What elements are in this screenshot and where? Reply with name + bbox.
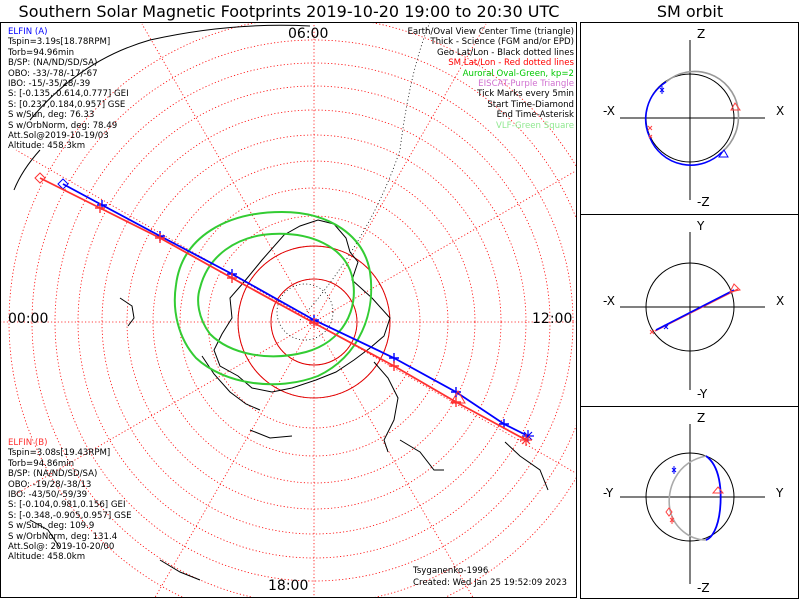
elfin-a-line: S w/Sun, deg: 76.33 xyxy=(8,110,95,121)
elfin-a-track-tick xyxy=(451,387,461,397)
polar-map xyxy=(1,23,576,597)
yz-axis-bottom-label: -Z xyxy=(697,581,710,595)
elfin-b-line: S w/Sun, deg: 109.9 xyxy=(8,521,95,532)
elfin-b-line: S: [-0.104,0.981,0.156] GEI xyxy=(8,500,126,511)
legend-item: EISCAT-Purple Triangle xyxy=(478,78,574,89)
elfin-a-line: Att.Sol@2019-10-19/03 xyxy=(8,130,109,141)
elfin-b-track xyxy=(34,172,532,446)
elfin-a-line: Tspin=3.19s[18.78RPM] xyxy=(8,37,111,48)
elfin-b-track-tick xyxy=(95,203,105,213)
yz-axis-left-label: -Y xyxy=(603,486,614,500)
elfin-a-line: Torb=94.96min xyxy=(8,47,75,58)
elfin-b-track-view-triangle xyxy=(450,390,466,404)
yz-axis-top-label: Z xyxy=(697,411,705,425)
legend-item: End Time-Asterisk xyxy=(496,110,574,121)
elfin-b-line: Tspin=3.08s[19.43RPM] xyxy=(8,448,111,459)
xz-axis-left-label: -X xyxy=(603,104,615,118)
map-frame xyxy=(0,22,577,598)
auroral-ovals xyxy=(173,210,373,386)
xz-axis-right-label: X xyxy=(776,104,784,118)
elfin-b-line: Torb=94.86min xyxy=(8,458,75,469)
elfin-a-line: S: [-0.135,-0.614,0.777] GEI xyxy=(8,89,129,100)
sm-ring-outer xyxy=(237,245,391,399)
elfin-b-track-start-diamond xyxy=(34,172,46,184)
elfin-a-track-start-diamond xyxy=(57,178,69,190)
xz-axis-top-label: Z xyxy=(697,27,705,41)
model-label: Tsyganenko-1996 xyxy=(413,566,489,576)
elfin-b-info: ELFIN (B) Tspin=3.08s[19.43RPM] Torb=94.… xyxy=(8,438,132,563)
elfin-a-line: S: [0.237,0.184,0.957] GSE xyxy=(8,99,126,110)
geo-grid xyxy=(276,23,431,341)
created-timestamp: Created: Wed Jan 25 19:52:09 2023 xyxy=(413,578,567,588)
mlt-label-top: 06:00 xyxy=(288,26,328,42)
xz-axis-bottom-label: -Z xyxy=(697,195,710,209)
orbit-panel-yz xyxy=(620,424,765,584)
elfin-b-line: S: [-0.348,-0.905,0.957] GSE xyxy=(8,510,132,521)
legend-item: Start Time-Diamond xyxy=(487,99,574,110)
elfin-b-track-tick xyxy=(227,273,237,283)
elfin-b-track-tick xyxy=(451,397,461,407)
elfin-b-line: S w/OrbNorm, deg: 131.4 xyxy=(8,531,118,542)
orbit-panel-xz xyxy=(620,40,765,200)
orbit-frame-yz xyxy=(580,406,799,599)
elfin-b-name: ELFIN (B) xyxy=(8,438,48,448)
map-legend: Earth/Oval View Center Time (triangle) T… xyxy=(407,27,574,131)
elfin-a-line: B/SP: (NA/ND/SD/SA) xyxy=(8,58,98,69)
yz-axis-right-label: Y xyxy=(775,486,784,500)
elfin-a-info: ELFIN (A) Tspin=3.19s[18.78RPM] Torb=94.… xyxy=(8,27,129,152)
legend-item: Earth/Oval View Center Time (triangle) xyxy=(407,27,574,37)
legend-item: SM Lat/Lon - Red dotted lines xyxy=(448,58,574,69)
elfin-b-track-end-asterisk xyxy=(520,434,532,446)
mlt-label-right: 12:00 xyxy=(532,311,572,327)
xy-axis-right-label: X xyxy=(776,294,784,308)
elfin-b-track-line xyxy=(39,177,527,441)
elfin-b-line: OBO: -19/28/-38/13 xyxy=(8,479,92,490)
elfin-a-line: OBO: -33/-78/-17/-67 xyxy=(8,68,98,79)
legend-item: Tick Marks every 5min xyxy=(477,89,574,100)
legend-item: Auroral Oval-Green, kp=2 xyxy=(462,68,574,79)
elfin-a-line: S w/OrbNorm, deg: 78.49 xyxy=(8,120,118,131)
elfin-a-track-end-asterisk xyxy=(522,430,534,442)
legend-item: Geo Lat/Lon - Black dotted lines xyxy=(436,47,574,58)
mlt-label-left: 00:00 xyxy=(8,311,48,327)
elfin-a-name: ELFIN (A) xyxy=(8,27,48,37)
xy-axis-top-label: Y xyxy=(696,219,705,233)
legend-item: Thick - Science (FGM and/or EPD) xyxy=(430,37,574,48)
legend-item: VLF-Green Square xyxy=(495,120,574,131)
mlt-label-bottom: 18:00 xyxy=(268,578,308,594)
elfin-b-line: IBO: -43/50/-59/39 xyxy=(8,489,88,500)
orbit-panel-title: SM orbit xyxy=(656,2,724,21)
xy-axis-bottom-label: -Y xyxy=(697,387,708,401)
elfin-b-line: B/SP: (NA/ND/SD/SA) xyxy=(8,469,98,480)
elfin-a-line: Altitude: 458.3km xyxy=(8,141,86,152)
elfin-b-track-tick xyxy=(309,318,319,328)
sm-ring-inner xyxy=(270,278,358,366)
elfin-b-line: Altitude: 458.0km xyxy=(8,552,86,563)
elfin-b-line: Att.Sol@: 2019-10-20/00 xyxy=(8,541,115,552)
elfin-a-line: IBO: -15/-35/28/-39 xyxy=(8,78,91,89)
page-title: Southern Solar Magnetic Footprints 2019-… xyxy=(18,2,560,21)
orbit-panel-xy xyxy=(620,232,765,390)
elfin-b-track-tick xyxy=(155,233,165,243)
xy-axis-left-label: -X xyxy=(603,294,615,308)
elfin-b-track-tick xyxy=(389,361,399,371)
